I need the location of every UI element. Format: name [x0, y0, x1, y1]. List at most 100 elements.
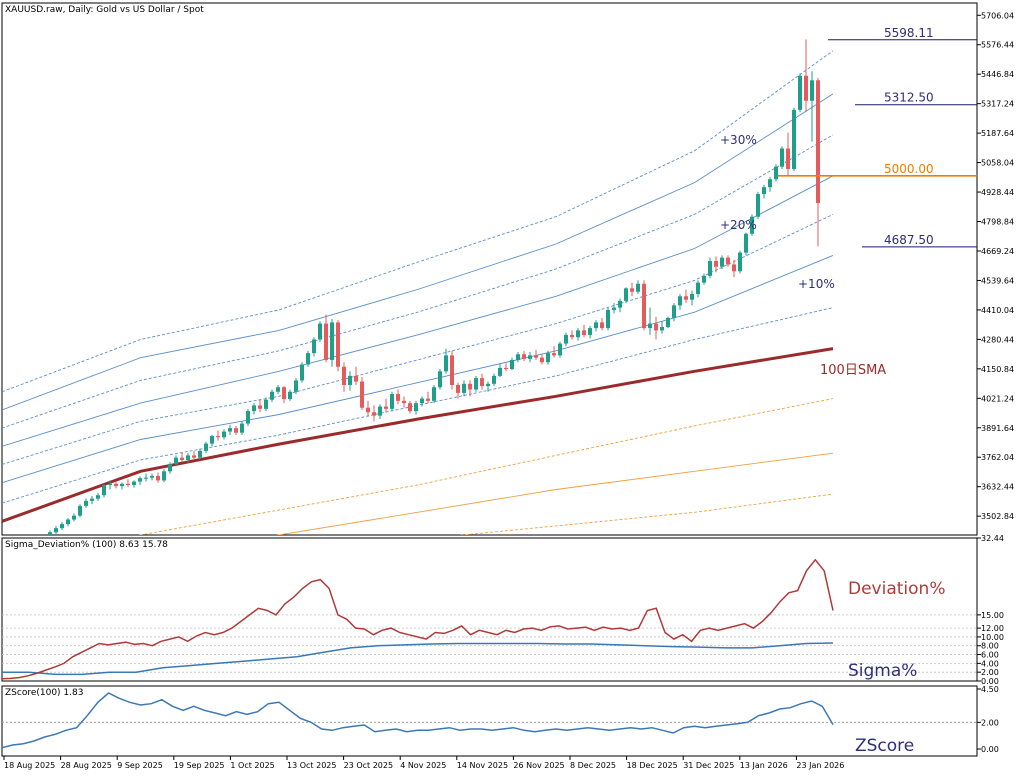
candle-body: [180, 457, 184, 460]
candle-body: [330, 322, 334, 360]
candle-body: [384, 406, 388, 409]
time-tick-label: 19 Sep 2025: [174, 761, 225, 770]
time-tick-label: 13 Oct 2025: [287, 761, 336, 770]
candle-body: [798, 75, 802, 110]
price-tick-label: 4928.44: [981, 188, 1014, 197]
candle-body: [234, 428, 238, 433]
candle-body: [510, 359, 514, 370]
candle-body: [192, 455, 196, 458]
candle-body: [630, 288, 634, 292]
candle-body: [432, 387, 436, 401]
time-axis: 18 Aug 2025 28 Aug 2025 9 Sep 2025 19 Sep 2…: [3, 756, 844, 770]
candle-body: [312, 339, 316, 354]
candle-body: [540, 357, 544, 363]
time-tick-label: 31 Dec 2025: [683, 761, 734, 770]
band-dashed-line: [2, 50, 834, 393]
candle-body: [276, 387, 280, 392]
zscore-lines: [2, 692, 834, 749]
time-tick-label: 13 Jan 2026: [740, 761, 788, 770]
price-level-label: 5598.11: [884, 26, 934, 40]
candle-body: [360, 381, 364, 408]
candle-body: [726, 257, 730, 265]
candle-body: [126, 483, 130, 485]
candle-body: [474, 378, 478, 390]
deviation-title: Sigma_Deviation% (100) 8.63 15.78: [5, 540, 168, 550]
candle-body: [144, 477, 148, 479]
time-tick-label: 23 Jan 2026: [796, 761, 844, 770]
zscore-pane-frame: [1, 685, 978, 757]
deviation-tick-label: 0.00: [981, 677, 999, 686]
candle-body: [306, 353, 310, 365]
band-line: [2, 93, 834, 411]
zscore-tick-label: 0.00: [981, 745, 999, 754]
price-tick-label: 4150.84: [981, 365, 1014, 374]
candle-body: [648, 323, 652, 329]
candle-body: [72, 515, 76, 520]
candle-body: [450, 355, 454, 385]
candle-body: [348, 375, 352, 385]
candle-body: [612, 307, 616, 310]
candle-body: [582, 330, 586, 335]
candle-body: [240, 423, 244, 433]
price-tick-label: 3632.44: [981, 483, 1014, 492]
candle-body: [732, 264, 736, 272]
candle-body: [90, 498, 94, 501]
candle-body: [804, 75, 808, 101]
time-tick-label: 23 Oct 2025: [344, 761, 393, 770]
candle-body: [714, 261, 718, 267]
zscore-axis: 4.50 2.00 0.00: [977, 685, 999, 754]
candle-body: [756, 193, 760, 217]
candle-body: [294, 380, 298, 392]
candle-body: [426, 398, 430, 401]
candle-body: [438, 371, 442, 388]
candle-body: [150, 475, 154, 478]
candle-body: [114, 483, 118, 487]
deviation-label: Deviation%: [848, 579, 945, 599]
candle-body: [282, 387, 286, 400]
zscore-tick-label: 2.00: [981, 718, 999, 727]
price-level-label: 4687.50: [884, 233, 934, 247]
candle-body: [444, 355, 448, 372]
candle-body: [498, 367, 502, 376]
price-tick-label: 4280.44: [981, 335, 1014, 344]
candle-body: [594, 322, 598, 329]
candle-body: [156, 475, 160, 481]
candle-body: [636, 283, 640, 292]
candle-body: [336, 322, 340, 367]
price-tick-label: 5317.24: [981, 100, 1014, 109]
lower-band-line: [276, 452, 834, 535]
price-tick-label: 3502.84: [981, 512, 1014, 521]
candle-body: [462, 383, 466, 393]
deviation-line: [2, 558, 834, 680]
deviation-tick-label: 6.00: [981, 651, 999, 660]
candle-body: [342, 366, 346, 385]
candle-body: [654, 323, 658, 331]
candle-body: [702, 275, 706, 283]
candle-body: [390, 394, 394, 409]
candle-body: [420, 398, 424, 404]
band-dashed-line: [2, 213, 834, 465]
time-tick-label: 28 Aug 2025: [61, 761, 112, 770]
time-tick-label: 8 Dec 2025: [570, 761, 616, 770]
price-tick-label: 3762.04: [981, 453, 1014, 462]
price-tick-label: 3891.64: [981, 424, 1014, 433]
candle-body: [210, 436, 214, 444]
candle-body: [606, 309, 610, 329]
candle-body: [684, 296, 688, 300]
candle-body: [552, 353, 556, 356]
candle-body: [570, 334, 574, 338]
band-label-10: +10%: [798, 277, 835, 291]
time-tick-label: 18 Dec 2025: [627, 761, 678, 770]
candle-body: [174, 457, 178, 465]
candle-body: [618, 300, 622, 308]
candle-body: [198, 450, 202, 458]
band-line: [2, 254, 834, 484]
candle-body: [792, 109, 796, 169]
candle-body: [138, 478, 142, 482]
candle-body: [108, 483, 112, 485]
candle-body: [576, 330, 580, 338]
sigma-line: [2, 642, 834, 676]
candle-body: [324, 323, 328, 360]
